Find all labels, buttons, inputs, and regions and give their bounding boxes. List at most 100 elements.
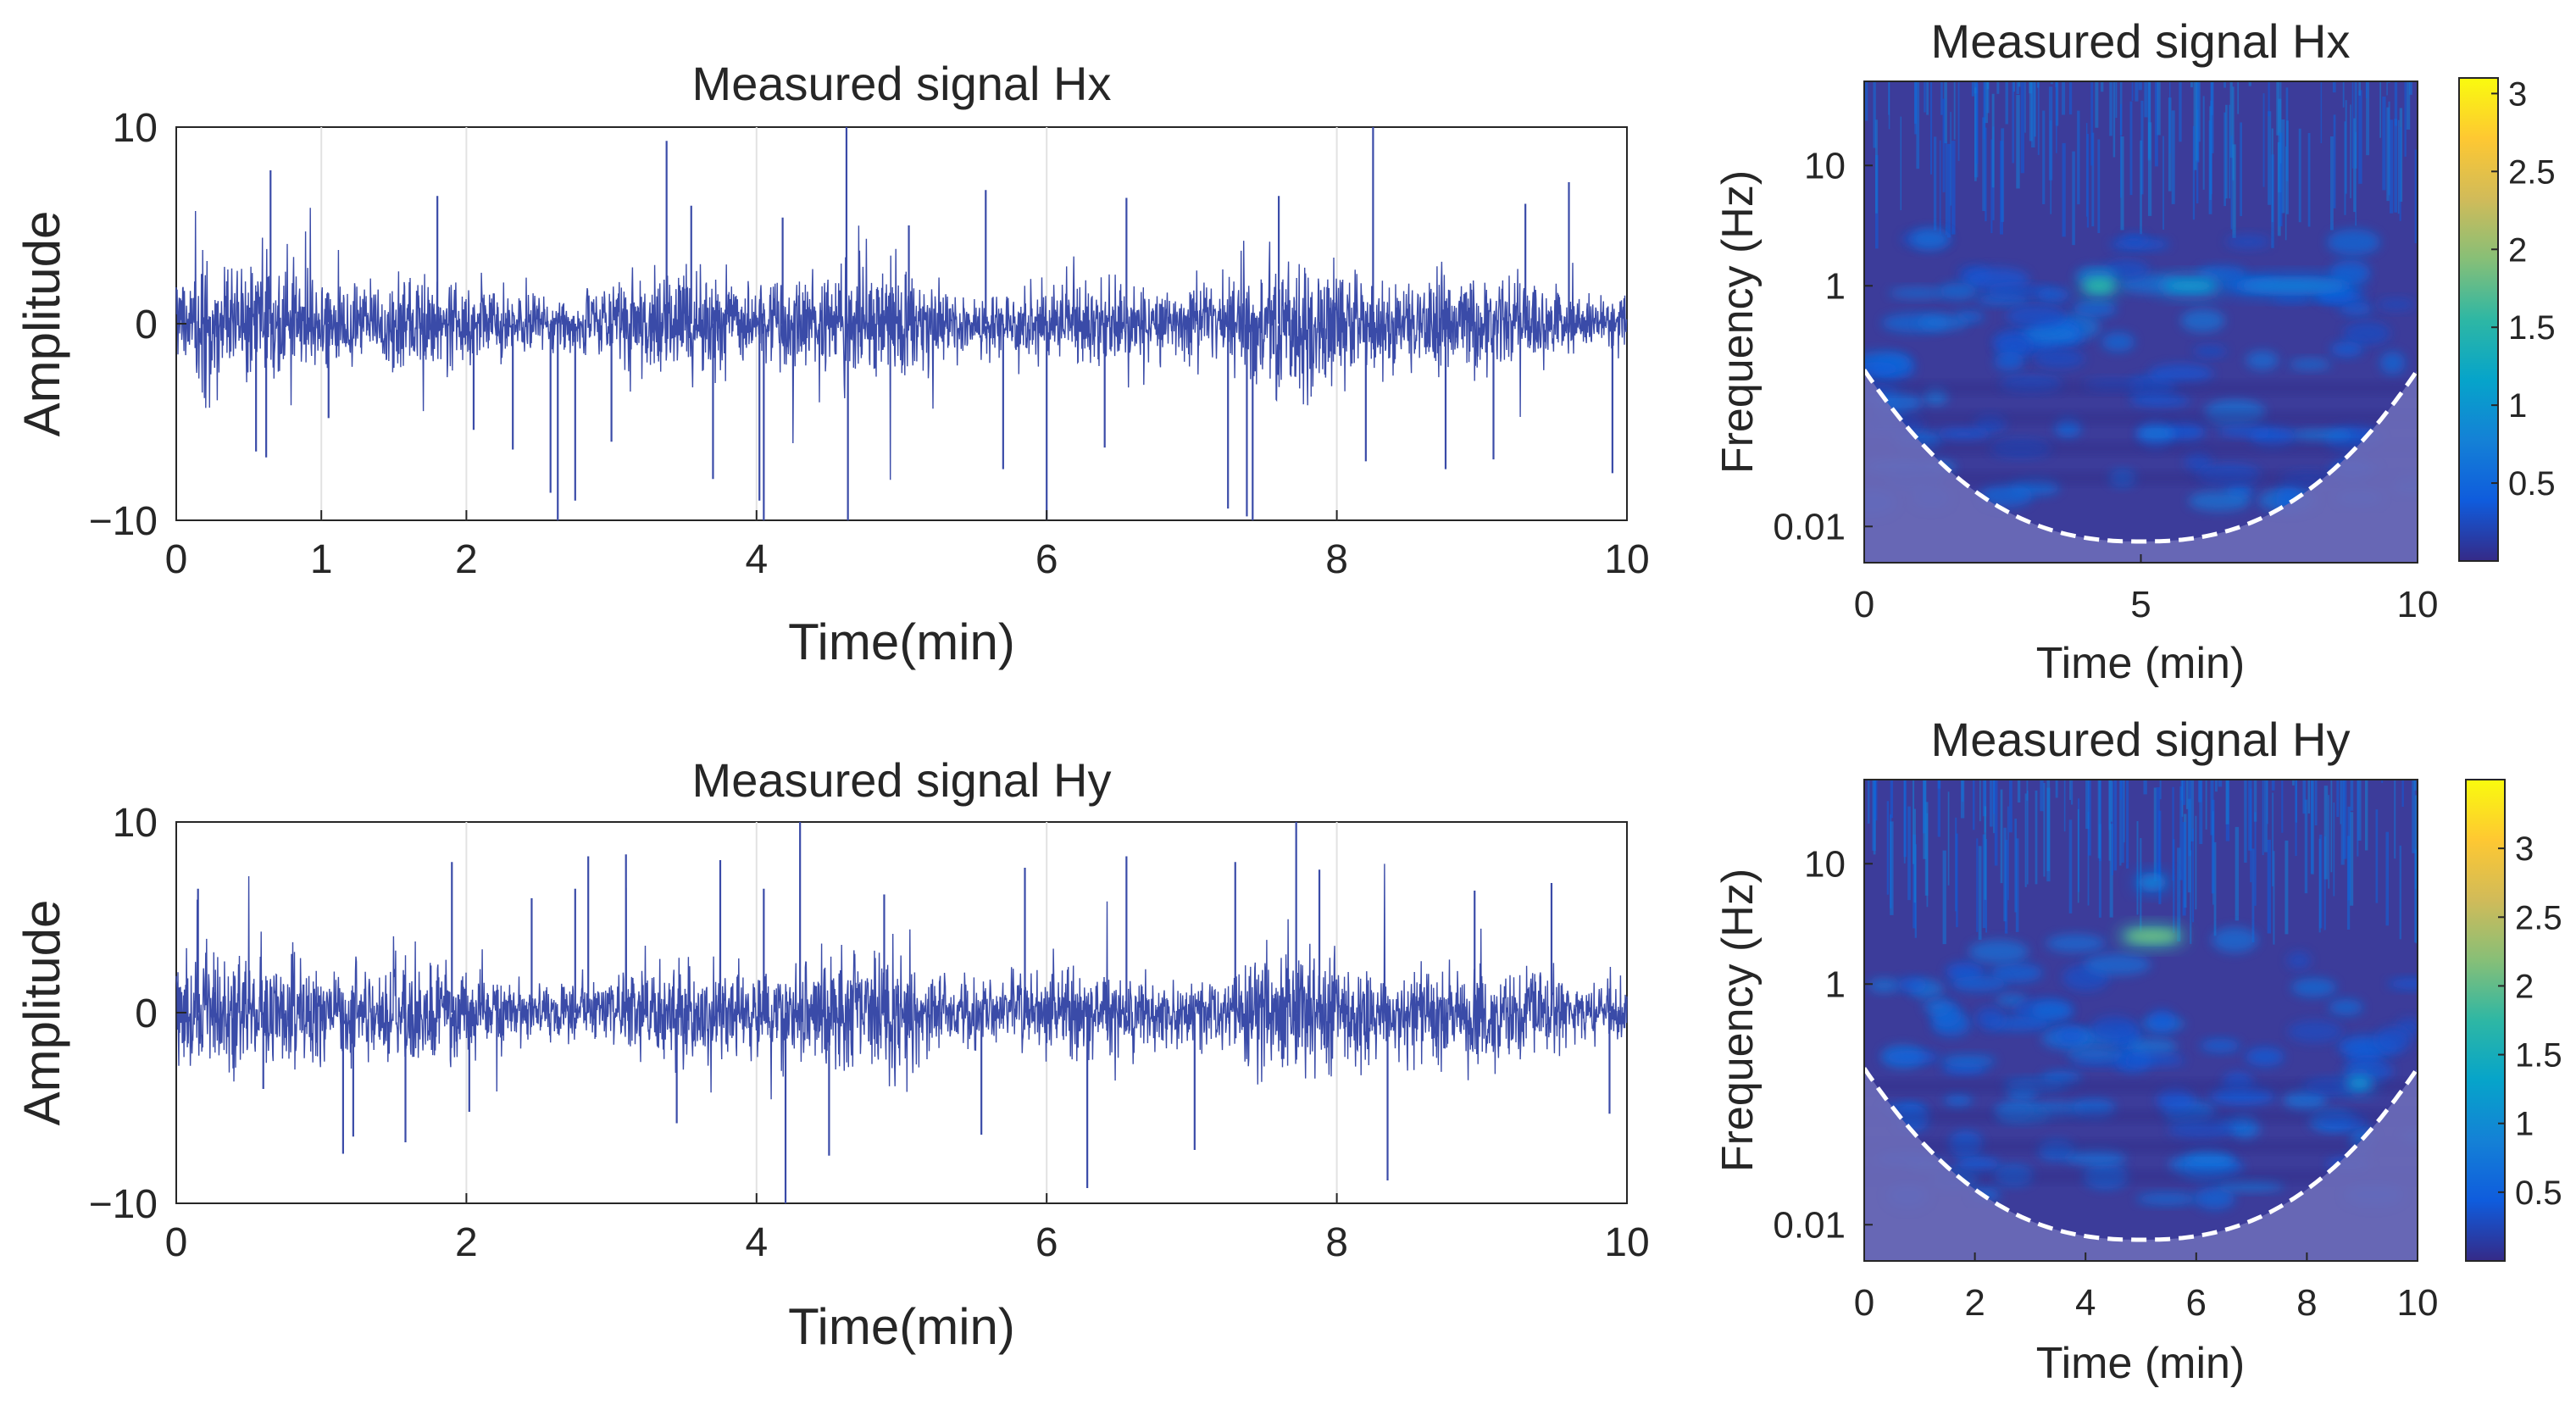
texture-blob (2192, 345, 2228, 358)
hx-cone-of-influence-line (1864, 369, 2418, 544)
x-tick-label: 10 (2397, 1282, 2439, 1324)
texture-blob (1975, 293, 2030, 306)
texture-blob (1923, 999, 1951, 1014)
texture-blob (1940, 1054, 1996, 1068)
x-tick-label: 0 (1854, 584, 1874, 625)
texture-blob (1975, 1007, 2005, 1030)
hy-scalogram-texture (1864, 780, 2418, 1210)
x-tick-label: 0 (165, 1220, 188, 1265)
feature-core (2126, 930, 2178, 941)
texture-blob (1918, 314, 1968, 330)
colorbar-tick-label: 1.5 (2508, 309, 2556, 347)
texture-blob (2327, 229, 2380, 256)
colorbar-tick-label: 2.5 (2515, 899, 2562, 936)
y-tick-label: −10 (89, 499, 158, 544)
colorbar-tick-label: 2.5 (2508, 153, 2556, 191)
x-tick-label: 8 (1325, 1220, 1348, 1265)
texture-blob (2387, 978, 2418, 990)
texture-blob (1897, 977, 1928, 993)
texture-blob (2289, 358, 2332, 370)
hy-colorbar-ticks: 0.5 1 1.5 2 2.5 3 (2498, 830, 2562, 1212)
texture-blob (1994, 352, 2024, 371)
hx-time-series-line (175, 208, 1628, 480)
texture-blob (2034, 348, 2085, 369)
x-tick-label: 6 (1035, 1220, 1058, 1265)
feature-core (2165, 280, 2217, 292)
x-tick-label: 6 (1035, 537, 1058, 582)
texture-blob (1939, 282, 1978, 300)
texture-blob (2286, 951, 2312, 969)
hx-scalogram-texture (1864, 81, 2418, 516)
feature-core (2139, 877, 2165, 888)
texture-band (1864, 1171, 2418, 1182)
x-tick-label: 10 (1604, 1220, 1649, 1265)
y-tick-label: 10 (1804, 843, 1846, 885)
texture-blob (2180, 308, 2225, 332)
texture-blob (2090, 1016, 2139, 1042)
y-tick-label: 10 (113, 106, 158, 151)
texture-blob (2330, 342, 2363, 358)
hx-scalogram-title: Measured signal Hx (1931, 14, 2351, 68)
x-tick-label: 0 (1854, 1282, 1874, 1324)
x-tick-label: 2 (1964, 1282, 1985, 1324)
hx-time-title: Measured signal Hx (692, 57, 1112, 110)
hx-scalogram-features (2079, 275, 2362, 297)
y-tick-label: 0.01 (1773, 506, 1846, 547)
texture-band (1864, 473, 2418, 484)
texture-blob (2129, 392, 2190, 408)
texture-blob (2030, 1001, 2073, 1020)
hy-scalogram-title: Measured signal Hy (1931, 713, 2351, 766)
texture-blob (2188, 491, 2251, 512)
x-tick-label: 5 (2130, 584, 2151, 625)
x-tick-label: 2 (455, 1220, 478, 1265)
hy-scalogram-y-label: Frequency (Hz) (1713, 869, 1763, 1172)
x-tick-label: 4 (745, 537, 768, 582)
texture-band (1864, 442, 2418, 453)
texture-blob (1990, 963, 2043, 983)
texture-blob (1957, 1157, 2001, 1172)
hx-scalogram-x-ticks: 0 5 10 (1854, 554, 2438, 625)
texture-blob (2246, 350, 2279, 370)
feature-core (2240, 280, 2346, 292)
texture-blob (1868, 978, 1901, 993)
x-tick-label: 0 (165, 537, 188, 582)
texture-band (1864, 1111, 2418, 1122)
hy-scalogram-features (2118, 872, 2373, 1094)
texture-blob (1951, 975, 2007, 991)
texture-blob (2148, 364, 2213, 384)
y-tick-label: 0 (135, 991, 158, 1036)
feature-core (2348, 1078, 2370, 1089)
texture-band (1864, 413, 2418, 424)
texture-blob (1937, 427, 1990, 441)
colorbar-tick-label: 0.5 (2515, 1175, 2562, 1212)
colorbar-tick-label: 1.5 (2515, 1037, 2562, 1075)
texture-blob (2084, 953, 2151, 975)
hy-time-spikes (197, 822, 1611, 1203)
hx-time-y-label: Amplitude (14, 211, 70, 437)
texture-blob (2046, 934, 2106, 952)
texture-blob (1864, 362, 1900, 376)
texture-blob (2023, 324, 2079, 344)
x-tick-label: 2 (455, 537, 478, 582)
texture-blob (2290, 429, 2353, 441)
texture-blob (2379, 351, 2406, 375)
texture-blob (1968, 940, 2029, 964)
texture-blob (2339, 302, 2373, 315)
texture-blob (2104, 259, 2150, 280)
colorbar-tick-label: 0.5 (2508, 465, 2556, 503)
texture-blob (2122, 1054, 2185, 1066)
texture-blob (1980, 484, 2033, 508)
hx-time-x-ticks: 0 1 2 4 6 8 10 (165, 510, 1650, 582)
hy-time-title: Measured signal Hy (692, 753, 1112, 807)
hy-scalogram-plot: Measured signal Hy 0 2 4 6 8 10 0.01 1 10 Time … (1713, 713, 2562, 1388)
y-tick-label: 1 (1825, 265, 1846, 307)
texture-blob (2377, 297, 2416, 311)
colorbar-tick-label: 2 (2508, 231, 2527, 269)
hx-scalogram-y-ticks: 0.01 1 10 (1773, 145, 1873, 547)
colorbar-tick-label: 1 (2508, 387, 2527, 425)
hx-time-y-ticks: −10 0 10 (89, 106, 186, 544)
texture-blob (2135, 1192, 2199, 1205)
hx-scalogram-plot: Measured signal Hx 0 5 10 0.01 1 10 Time (mi… (1713, 14, 2556, 688)
